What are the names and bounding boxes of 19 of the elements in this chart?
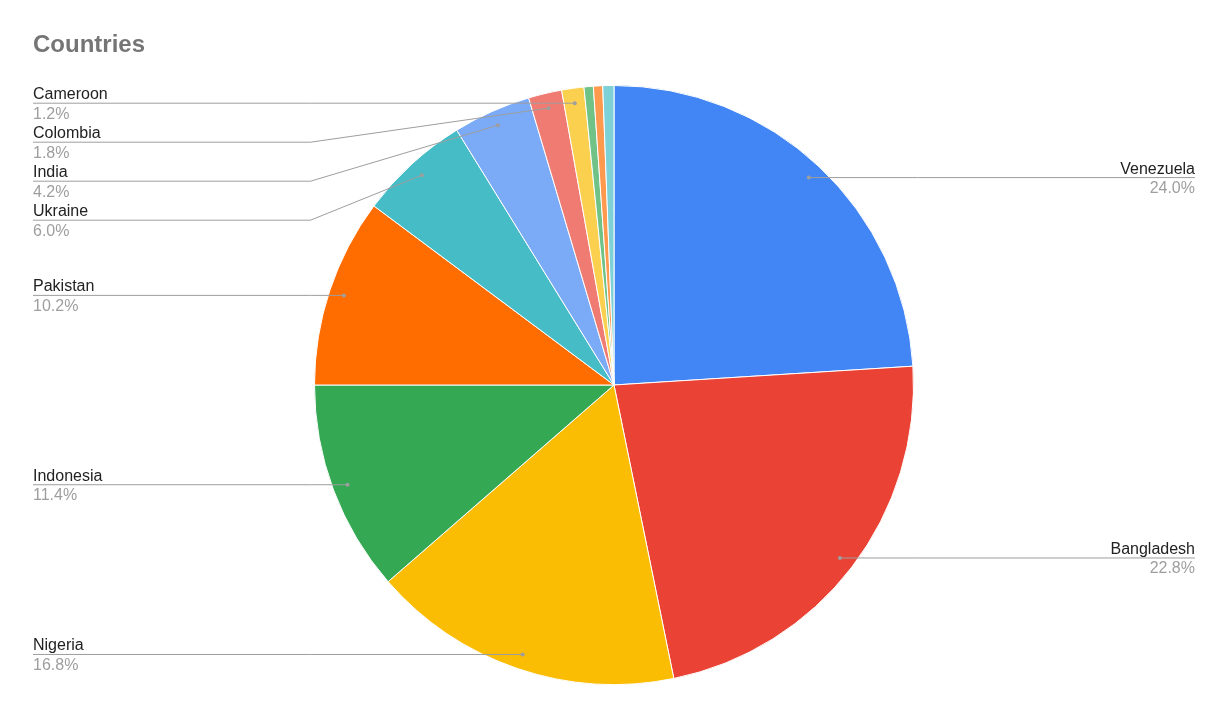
slice-label: Ukraine bbox=[33, 202, 89, 220]
data-label: 24.0% bbox=[1149, 179, 1195, 196]
data-label: 4.2% bbox=[33, 182, 70, 200]
slice-label: Pakistan bbox=[33, 277, 95, 295]
data-label: 1.2% bbox=[33, 104, 70, 122]
chart-title: Countries bbox=[33, 30, 146, 58]
slice-label: Bangladesh bbox=[1110, 539, 1195, 557]
slice-label: Nigeria bbox=[33, 636, 84, 654]
slice-label: Indonesia bbox=[33, 466, 103, 484]
data-label: 6.0% bbox=[33, 221, 70, 239]
data-label: 11.4% bbox=[33, 486, 78, 504]
data-label: 16.8% bbox=[33, 655, 79, 673]
slice-label: Venezuela bbox=[1120, 159, 1196, 177]
data-label: 1.8% bbox=[33, 143, 70, 161]
data-label: 22.8% bbox=[1149, 559, 1195, 577]
slice-label: Cameroon bbox=[33, 85, 108, 103]
slice-label: India bbox=[33, 163, 68, 181]
data-label: 10.2% bbox=[33, 296, 79, 314]
slice-label: Colombia bbox=[33, 124, 101, 142]
